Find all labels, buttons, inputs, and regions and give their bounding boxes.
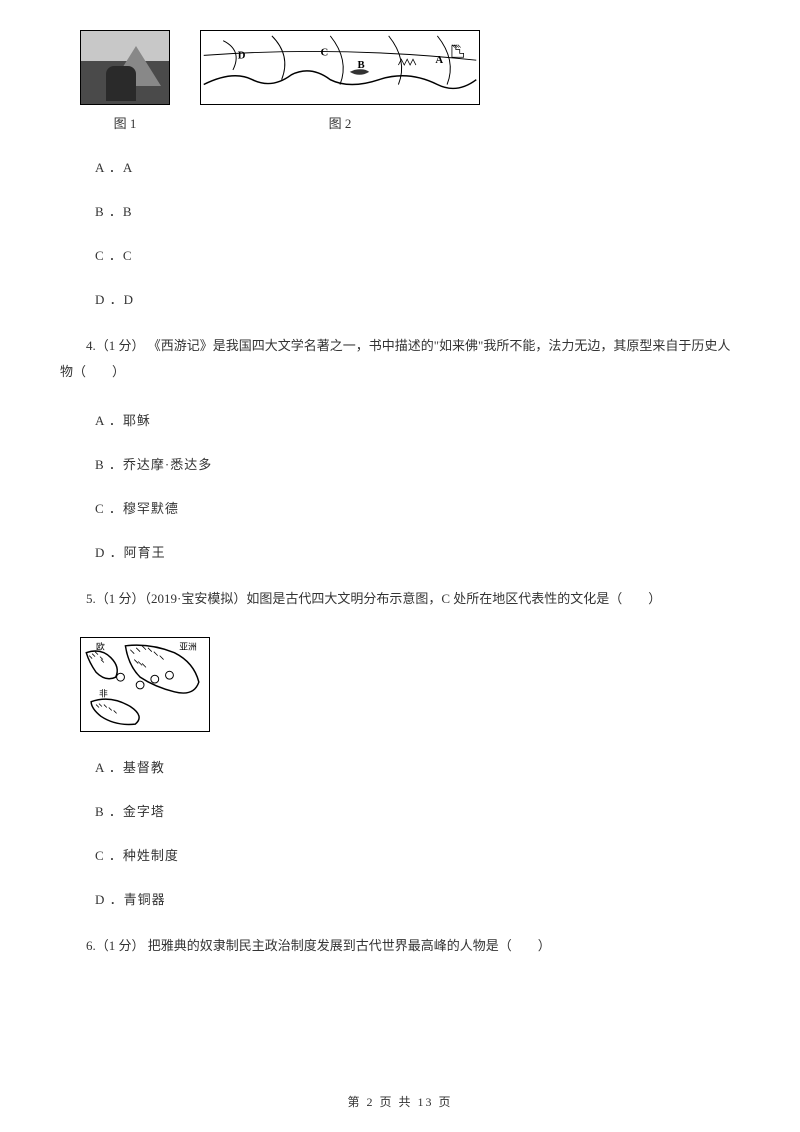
figures-row: 图 1 D C B A 图 2	[80, 30, 740, 132]
q6-text-span: 6.（1 分） 把雅典的奴隶制民主政治制度发展到古代世界最高峰的人物是（ ）	[86, 938, 551, 953]
figure-2-image: D C B A	[200, 30, 480, 105]
figure-1-image	[80, 30, 170, 105]
figure-2-label: 图 2	[329, 113, 352, 132]
page-footer: 第 2 页 共 13 页	[0, 1093, 800, 1110]
svg-text:亚洲: 亚洲	[179, 642, 197, 652]
q3-option-a: A ．A	[95, 157, 740, 176]
q5-text: 5.（1 分）（2019·宝安模拟）如图是古代四大文明分布示意图，C 处所在地区…	[60, 586, 740, 612]
q5-option-c: C ．种姓制度	[95, 845, 740, 864]
svg-text:非: 非	[99, 688, 108, 699]
q3-option-c: C ．C	[95, 245, 740, 264]
q5-option-d: D ．青铜器	[95, 889, 740, 908]
q4-text: 4.（1 分） 《西游记》是我国四大文学名著之一，书中描述的"如来佛"我所不能，…	[60, 333, 740, 385]
svg-text:C: C	[321, 46, 329, 58]
q4-option-a: A ．耶稣	[95, 410, 740, 429]
q4-option-d: D ．阿育王	[95, 542, 740, 561]
figure-1-label: 图 1	[114, 113, 137, 132]
svg-text:A: A	[435, 54, 443, 66]
figure-1-block: 图 1	[80, 30, 170, 132]
q4-text-span: 4.（1 分） 《西游记》是我国四大文学名著之一，书中描述的"如来佛"我所不能，…	[60, 338, 730, 379]
q3-option-b: B ．B	[95, 201, 740, 220]
svg-text:欧: 欧	[96, 641, 105, 652]
q3-option-d: D ．D	[95, 289, 740, 308]
svg-text:D: D	[238, 49, 246, 61]
q5-option-a: A ．基督教	[95, 757, 740, 776]
q4-option-c: C ．穆罕默德	[95, 498, 740, 517]
q6-text: 6.（1 分） 把雅典的奴隶制民主政治制度发展到古代世界最高峰的人物是（ ）	[60, 933, 740, 959]
figure-2-block: D C B A 图 2	[200, 30, 480, 132]
q5-text-span: 5.（1 分）（2019·宝安模拟）如图是古代四大文明分布示意图，C 处所在地区…	[86, 591, 661, 606]
q4-option-b: B ．乔达摩·悉达多	[95, 454, 740, 473]
q5-option-b: B ．金字塔	[95, 801, 740, 820]
figure-3-image: 欧 亚洲 非	[80, 637, 210, 732]
svg-text:B: B	[358, 59, 365, 71]
